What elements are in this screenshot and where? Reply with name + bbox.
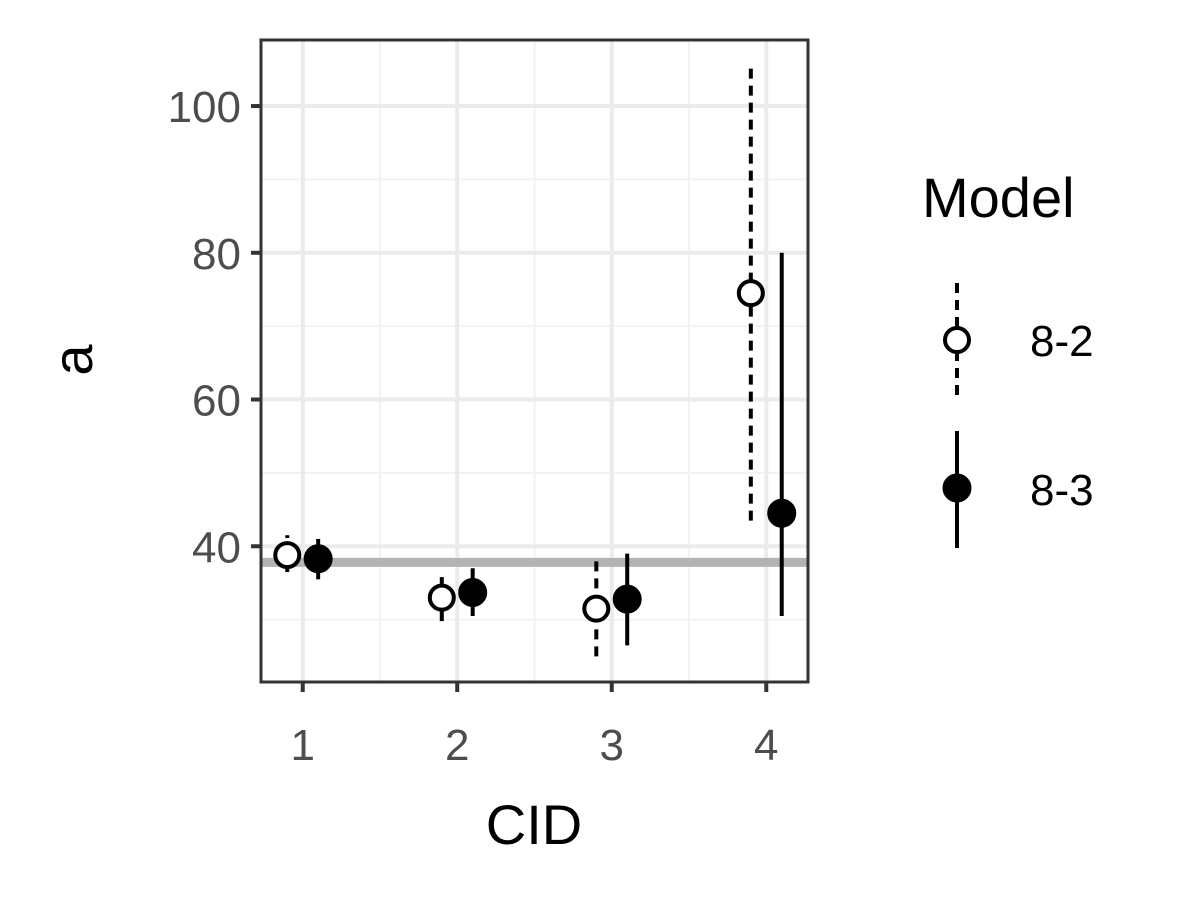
x-tick-label: 3	[600, 721, 624, 770]
x-axis-title: CID	[486, 793, 582, 856]
legend-label-8-2: 8-2	[1030, 317, 1094, 366]
point-8-2	[736, 279, 765, 308]
axes-layer: 40 60 80 100 1 2 3 4	[168, 38, 810, 770]
x-tick-label: 1	[290, 721, 314, 770]
y-tick-label: 100	[168, 83, 241, 132]
point-8-3	[303, 544, 333, 574]
y-axis-title: a	[41, 344, 104, 376]
point-8-3	[458, 577, 488, 607]
legend-key-point-8-2	[943, 326, 971, 354]
grid-layer	[261, 40, 808, 682]
y-tick-label: 40	[192, 523, 241, 572]
y-tick-label: 60	[192, 377, 241, 426]
legend: Model 8-2 8-3	[922, 166, 1094, 548]
y-tick-label: 80	[192, 230, 241, 279]
point-8-2	[273, 541, 302, 570]
x-tick-label: 2	[445, 721, 469, 770]
point-8-2	[427, 583, 456, 612]
legend-title: Model	[922, 166, 1075, 229]
point-8-3	[767, 498, 797, 528]
panel-border	[259, 38, 810, 684]
legend-label-8-3: 8-3	[1030, 466, 1094, 515]
point-8-2	[582, 594, 611, 623]
legend-key-point-8-3	[942, 473, 972, 503]
series-layer	[273, 65, 797, 657]
legend-keys	[942, 283, 972, 548]
x-tick-label: 4	[754, 721, 778, 770]
point-8-3	[612, 584, 642, 614]
